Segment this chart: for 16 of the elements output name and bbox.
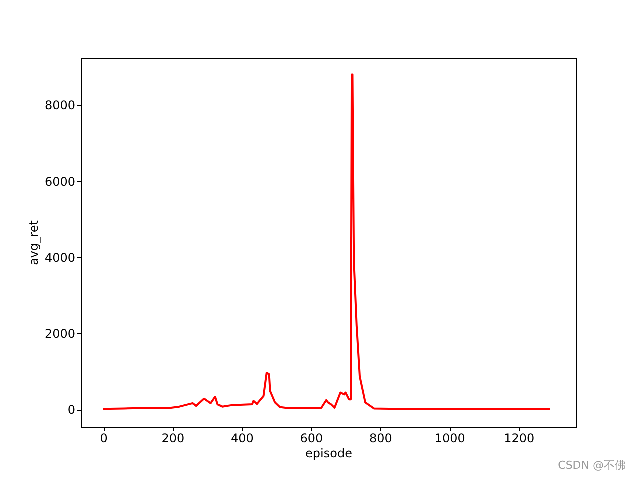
x-tick-label: 1200 [504, 432, 535, 446]
x-tick-label: 200 [162, 432, 185, 446]
y-tick-label: 4000 [44, 250, 76, 265]
x-tick-label: 800 [369, 432, 392, 446]
y-tick-label: 0 [68, 403, 76, 417]
x-tick-label: 0 [100, 432, 108, 446]
y-tick-label: 8000 [44, 98, 76, 113]
x-tick-label: 400 [231, 432, 254, 446]
x-axis-title: episode [306, 446, 352, 460]
y-tick-label: 2000 [44, 326, 76, 341]
x-tick-label: 1000 [434, 432, 466, 446]
line-series [102, 74, 552, 410]
y-tick-label: 6000 [44, 174, 76, 189]
y-axis-title: avg_ret [26, 220, 41, 266]
x-tick-label: 600 [300, 432, 324, 446]
text: CSDN @不佛 [558, 458, 626, 473]
